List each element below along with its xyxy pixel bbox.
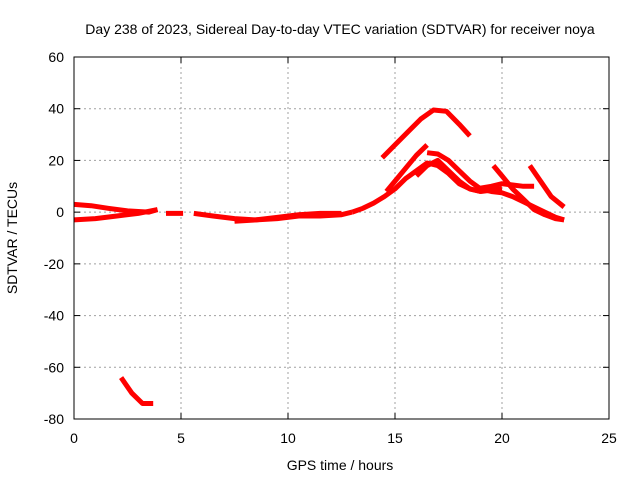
y-tick-label: -40 — [44, 308, 64, 324]
series-track-2 — [73, 201, 159, 215]
series-track-12 — [491, 163, 565, 223]
series-track-14 — [119, 376, 154, 406]
x-axis-label: GPS time / hours — [287, 457, 394, 473]
plot-frame — [73, 56, 610, 420]
y-tick-label: -80 — [44, 411, 64, 427]
grid — [74, 57, 609, 419]
series-layer — [73, 107, 566, 406]
y-tick-label: 0 — [56, 204, 64, 220]
chart-title: Day 238 of 2023, Sidereal Day-to-day VTE… — [85, 21, 595, 37]
x-tick-label: 5 — [177, 430, 185, 446]
series-track-7 — [380, 107, 472, 160]
y-tick-label: -20 — [44, 256, 64, 272]
y-axis-label: SDTVAR / TECUs — [4, 182, 20, 294]
series-track-5 — [234, 210, 342, 224]
y-tick-label: 40 — [48, 101, 64, 117]
series-track-9 — [414, 157, 482, 194]
series-track-13 — [527, 164, 566, 209]
series-track-8 — [384, 143, 429, 194]
axis-ticks: -80 -60 -40 -20 0 20 40 60 0 5 10 15 20 25 — [44, 49, 617, 446]
x-tick-label: 15 — [387, 430, 403, 446]
x-tick-label: 0 — [70, 430, 78, 446]
y-tick-label: 20 — [48, 152, 64, 168]
x-tick-label: 20 — [494, 430, 510, 446]
y-tick-label: 60 — [48, 49, 64, 65]
x-tick-label: 10 — [280, 430, 296, 446]
y-tick-label: -60 — [44, 359, 64, 375]
x-tick-label: 25 — [601, 430, 617, 446]
series-track-11 — [475, 181, 535, 192]
